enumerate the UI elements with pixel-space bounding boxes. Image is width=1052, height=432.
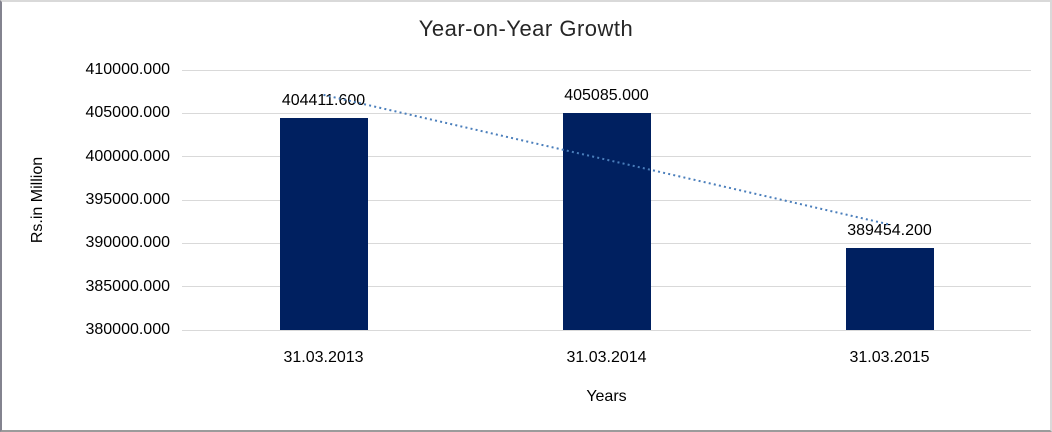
bar-data-label: 389454.200	[847, 222, 932, 240]
bar	[562, 112, 651, 330]
gridline	[182, 329, 1031, 331]
y-axis-tick-label: 385000.000	[85, 277, 170, 295]
y-axis-tick-label: 410000.000	[85, 61, 170, 78]
y-axis-tick-label: 390000.000	[85, 234, 170, 252]
x-axis-category-label: 31.03.2013	[283, 349, 364, 366]
x-axis-title: Years	[586, 388, 627, 405]
y-axis-tick-label: 395000.000	[85, 191, 170, 208]
bar-data-label: 404411.600	[281, 92, 366, 110]
x-axis-category-label: 31.03.2015	[849, 349, 930, 366]
y-axis-tick-label: 400000.000	[85, 147, 170, 165]
y-axis-tick-label: 405000.000	[85, 104, 170, 122]
gridline	[182, 69, 1031, 71]
y-axis-tick-label: 380000.000	[85, 321, 170, 338]
bar-data-label: 405085.000	[564, 86, 649, 104]
bar	[279, 118, 368, 330]
chart-title: Year-on-Year Growth	[418, 16, 634, 41]
bar	[845, 248, 934, 330]
x-axis-category-label: 31.03.2014	[566, 349, 647, 366]
